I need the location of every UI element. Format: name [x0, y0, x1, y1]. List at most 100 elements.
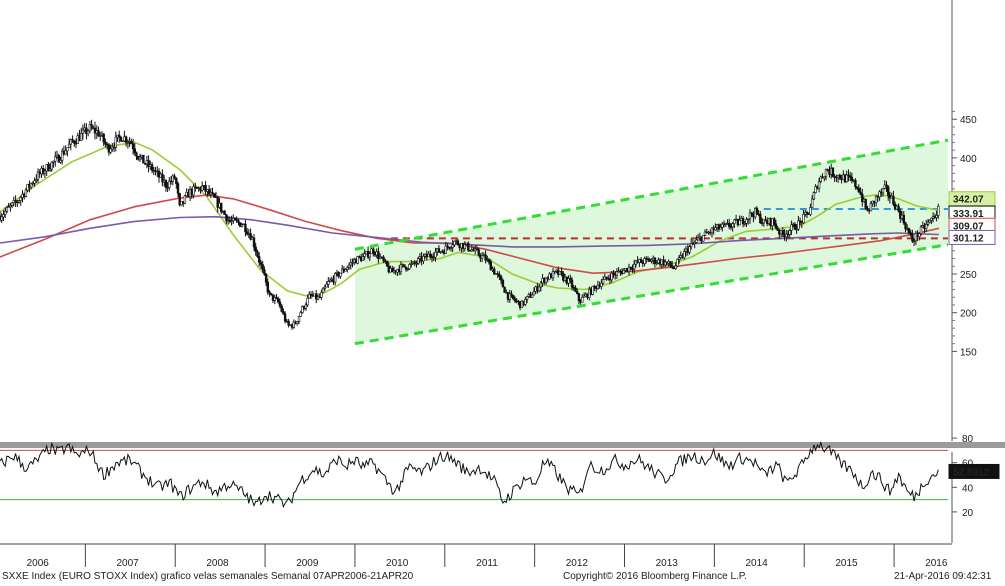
candle-body	[112, 146, 116, 149]
candle-body	[118, 134, 121, 138]
candle-body	[878, 191, 881, 198]
candle-body	[194, 186, 197, 188]
candle-body	[467, 242, 470, 251]
candle-body	[233, 217, 237, 221]
candle-body	[102, 133, 105, 143]
last-value-label: 333.91	[953, 209, 984, 220]
rsi-value-label: 52.8912	[953, 467, 990, 478]
candle-body	[850, 177, 854, 181]
candle-body	[314, 293, 318, 300]
candle-body	[308, 293, 311, 299]
candle-body	[220, 202, 223, 212]
last-value-box	[948, 229, 996, 245]
candle-body	[283, 313, 287, 322]
candle-body	[73, 140, 76, 144]
candle-body	[785, 233, 788, 238]
footer-timestamp: 21-Apr-2016 09:42:31	[894, 571, 992, 582]
candle-body	[211, 192, 214, 195]
candle-body	[36, 171, 40, 180]
candle-body	[138, 156, 142, 160]
candle-body	[97, 130, 100, 137]
candle-body	[591, 285, 594, 295]
candle-body	[848, 175, 852, 178]
candle-body	[750, 212, 753, 216]
candle-body	[328, 279, 332, 282]
candle-body	[676, 259, 679, 267]
candle-body	[911, 234, 914, 242]
price-tick-label: 400	[960, 154, 977, 165]
candle-body	[86, 130, 90, 135]
candle-body	[764, 219, 767, 222]
candle-body	[403, 264, 406, 268]
candle-body	[164, 180, 168, 188]
candle-body	[391, 267, 394, 273]
candle-body	[788, 230, 791, 235]
candle-body	[422, 256, 425, 262]
candle-body	[881, 188, 885, 194]
candle-body	[80, 133, 83, 141]
candle-body	[845, 174, 848, 183]
rsi-tick-label: 80	[962, 434, 974, 445]
candle-body	[677, 257, 681, 260]
candle-body	[147, 160, 150, 167]
candle-body	[385, 260, 389, 267]
candle-body	[817, 181, 821, 189]
candle-body	[119, 136, 123, 142]
candle-body	[487, 259, 491, 263]
candle-body	[304, 304, 308, 309]
candle-body	[43, 170, 47, 174]
candle-body	[525, 296, 529, 300]
candle-body	[276, 298, 280, 303]
candle-body	[9, 205, 12, 207]
candle-body	[321, 288, 325, 293]
candle-body	[710, 227, 714, 234]
candle-body	[812, 192, 816, 200]
candle-body	[601, 279, 605, 284]
rsi-series-line	[0, 440, 939, 508]
price-tick-label: 150	[960, 347, 977, 358]
panel-separator[interactable]	[0, 442, 1005, 448]
candle-body	[252, 237, 256, 248]
candle-body	[264, 273, 268, 283]
candle-body	[10, 202, 14, 206]
candle-body	[130, 141, 133, 145]
candle-body	[702, 235, 705, 242]
rsi-tick-label: 20	[962, 508, 974, 519]
candle-body	[2, 214, 5, 218]
candle-body	[510, 293, 513, 296]
candle-body	[295, 321, 299, 324]
rsi-value-box	[948, 463, 1000, 479]
candle-body	[183, 195, 187, 204]
candle-body	[508, 293, 511, 300]
candle-body	[67, 143, 71, 148]
candle-body	[320, 292, 323, 298]
candle-body	[325, 283, 328, 288]
candle-body	[416, 258, 420, 264]
candle-body	[372, 248, 375, 254]
candle-body	[223, 210, 226, 215]
candle-body	[826, 169, 829, 172]
candle-body	[24, 189, 28, 197]
candle-body	[451, 244, 454, 248]
candle-body	[902, 214, 906, 224]
candle-body	[904, 222, 907, 230]
candle-body	[714, 227, 717, 231]
candle-body	[316, 296, 320, 300]
candle-body	[899, 210, 902, 219]
candle-body	[774, 223, 778, 229]
candle-body	[31, 183, 34, 185]
candle-body	[339, 272, 342, 277]
candle-body	[7, 206, 10, 208]
candle-body	[489, 261, 492, 271]
candle-body	[17, 200, 21, 203]
candle-body	[344, 269, 347, 272]
candle-body	[847, 174, 850, 177]
candle-body	[683, 251, 686, 259]
candle-body	[866, 208, 869, 211]
candle-body	[363, 253, 366, 257]
candle-body	[719, 227, 722, 230]
candle-body	[48, 168, 52, 171]
candle-body	[741, 218, 745, 225]
candle-body	[176, 183, 180, 194]
candle-body	[301, 306, 304, 313]
